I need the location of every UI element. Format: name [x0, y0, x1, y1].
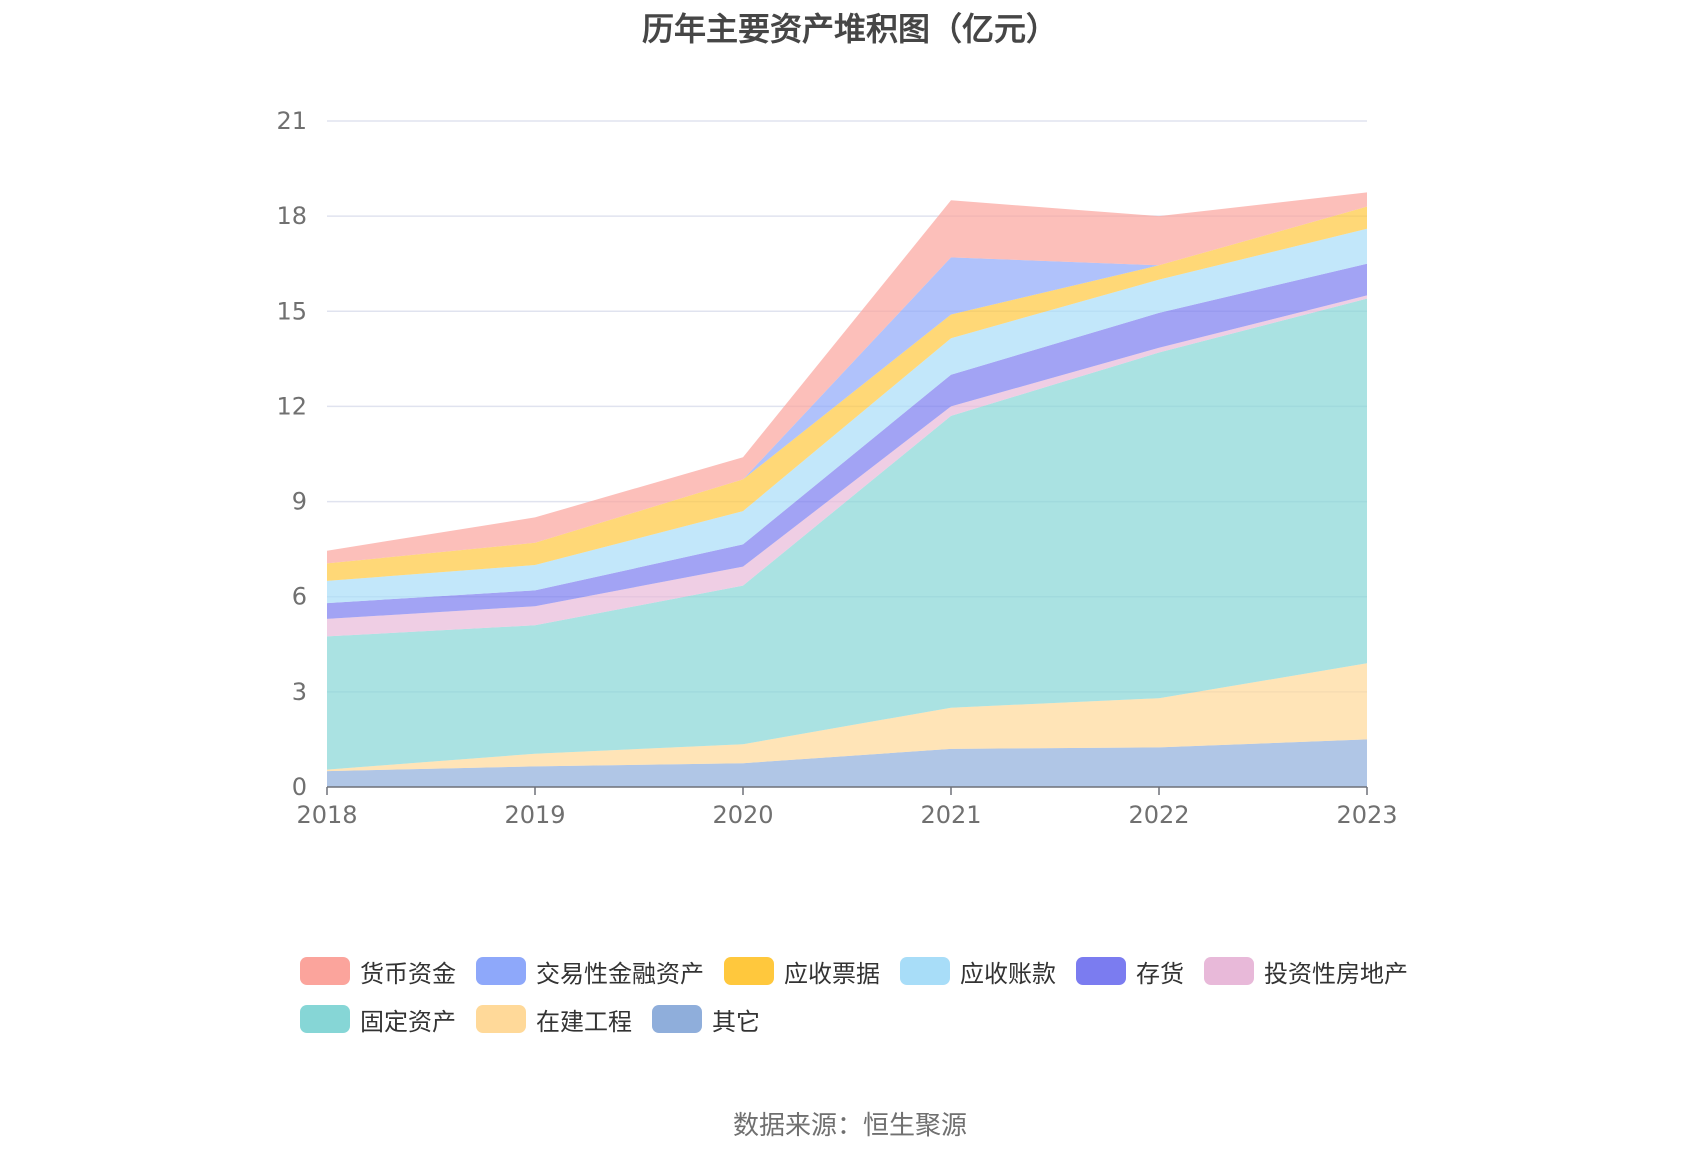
x-tick-label: 2020	[712, 801, 773, 829]
y-tick-label: 12	[276, 392, 307, 420]
legend-item[interactable]: 投资性房地产	[1204, 955, 1408, 988]
legend-label: 在建工程	[536, 1007, 632, 1036]
y-tick-label: 15	[276, 297, 307, 325]
x-tick-label: 2023	[1336, 801, 1397, 829]
legend-swatch	[724, 957, 774, 985]
area-series-7[interactable]	[327, 206, 1367, 564]
area-series-5[interactable]	[327, 228, 1367, 604]
x-tick-label: 2018	[296, 801, 357, 829]
area-series-8[interactable]	[327, 192, 1367, 564]
legend-label: 其它	[712, 1007, 760, 1036]
axes: 0 3 6 9 12 15 18 21 2018 2019 2020 2021 2022 2023	[276, 107, 1397, 829]
legend-swatch	[652, 1005, 702, 1033]
y-tick-label: 0	[292, 773, 307, 801]
legend-item[interactable]: 其它	[652, 1003, 760, 1036]
legend-swatch	[476, 1005, 526, 1033]
x-tick-label: 2019	[504, 801, 565, 829]
legend-item[interactable]: 交易性金融资产	[476, 955, 704, 988]
x-tick-label: 2022	[1128, 801, 1189, 829]
area-series-2[interactable]	[327, 298, 1367, 770]
area-series	[327, 192, 1367, 787]
stacked-area-chart: 0 3 6 9 12 15 18 21 2018 2019 2020 2021 2022 2023	[276, 107, 1397, 829]
legend-swatch	[900, 957, 950, 985]
x-tick-label: 2021	[920, 801, 981, 829]
y-tick-label: 3	[292, 678, 307, 706]
legend-swatch	[300, 957, 350, 985]
legend: 货币资金 交易性金融资产 应收票据 应收账款 存货 投资性房地产固定资产 在建工程 其它	[300, 955, 1450, 1036]
area-series-6[interactable]	[327, 206, 1367, 581]
legend-swatch	[1204, 957, 1254, 985]
legend-item[interactable]: 应收账款	[900, 955, 1056, 988]
legend-label: 存货	[1136, 959, 1184, 988]
y-tick-label: 18	[276, 202, 307, 230]
legend-item[interactable]: 在建工程	[476, 1003, 632, 1036]
data-source-note: 数据来源：恒生聚源	[732, 1111, 967, 1141]
legend-item[interactable]: 存货	[1076, 955, 1184, 988]
legend-swatch	[300, 1005, 350, 1033]
legend-swatch	[476, 957, 526, 985]
legend-label: 应收账款	[960, 959, 1056, 988]
legend-item[interactable]: 固定资产	[300, 1003, 456, 1036]
legend-label: 交易性金融资产	[536, 959, 704, 988]
legend-item[interactable]: 货币资金	[300, 955, 456, 988]
area-series-1[interactable]	[327, 663, 1367, 772]
area-series-0[interactable]	[327, 739, 1367, 787]
legend-label: 投资性房地产	[1264, 959, 1408, 988]
y-tick-label: 21	[276, 107, 307, 135]
legend-swatch	[1076, 957, 1126, 985]
legend-label: 应收票据	[784, 959, 880, 988]
y-tick-label: 9	[292, 488, 307, 516]
legend-item[interactable]: 应收票据	[724, 955, 880, 988]
chart-title: 历年主要资产堆积图（亿元）	[641, 10, 1058, 48]
legend-label: 货币资金	[360, 959, 456, 988]
y-tick-label: 6	[292, 583, 307, 611]
legend-label: 固定资产	[360, 1007, 456, 1036]
area-series-4[interactable]	[327, 263, 1367, 619]
